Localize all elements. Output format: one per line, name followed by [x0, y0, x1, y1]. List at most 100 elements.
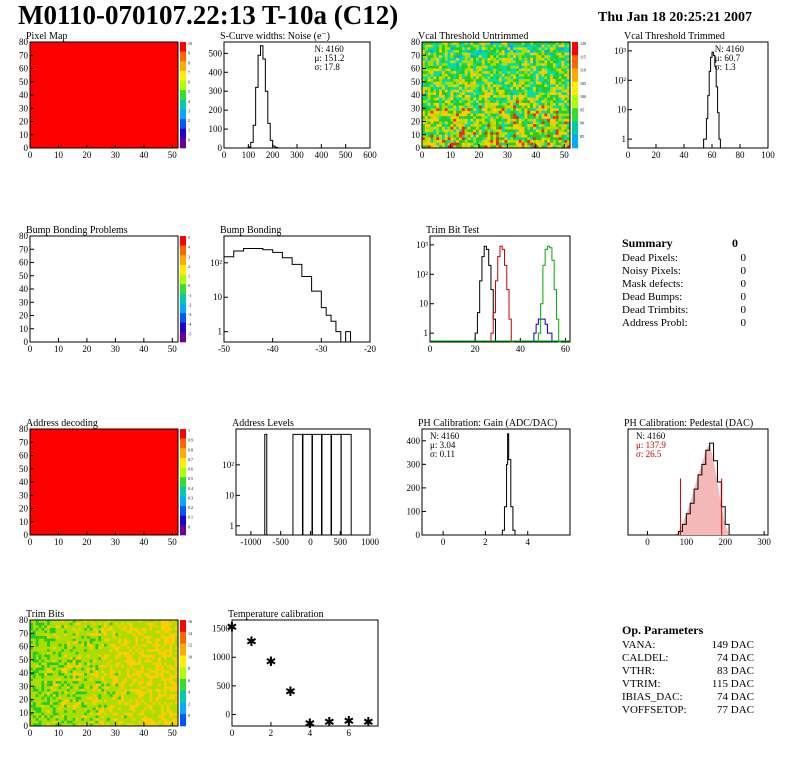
heatmap-cell — [49, 630, 54, 634]
heatmap-cell — [544, 57, 548, 61]
heatmap-cell — [439, 124, 443, 128]
heatmap-cell — [129, 641, 133, 645]
heatmap-cell — [498, 49, 502, 53]
heatmap-cell — [453, 42, 457, 45]
heatmap-cell — [175, 691, 179, 695]
heatmap-cell — [518, 97, 522, 101]
heatmap-cell — [550, 97, 554, 101]
heatmap-cell — [481, 79, 485, 83]
heatmap-cell — [558, 55, 562, 59]
stats-line: σ: 1.3 — [715, 62, 736, 72]
heatmap-cell — [555, 65, 559, 69]
heatmap-cell — [481, 97, 485, 101]
heatmap-cell — [75, 683, 79, 687]
heatmap-cell — [169, 620, 173, 623]
heatmap-cell — [149, 718, 153, 721]
heatmap-cell — [555, 140, 559, 143]
heatmap-cell — [141, 649, 145, 653]
heatmap-cell — [473, 132, 477, 136]
palette-label: 4 — [188, 690, 190, 695]
heatmap-cell — [558, 63, 562, 67]
heatmap-cell — [149, 715, 153, 719]
heatmap-cell — [172, 630, 176, 634]
heatmap-cell — [135, 641, 139, 645]
heatmap-cell — [496, 89, 500, 93]
heatmap-cell — [447, 132, 451, 136]
heatmap-cell — [41, 627, 45, 631]
heatmap-cell — [496, 65, 500, 69]
heatmap-cell — [98, 622, 102, 626]
heatmap-cell — [92, 715, 96, 719]
heatmap-cell — [55, 641, 59, 645]
heatmap-cell — [52, 691, 56, 695]
heatmap-cell — [129, 718, 133, 721]
heatmap-cell — [67, 696, 71, 700]
heatmap-cell — [98, 620, 102, 623]
heatmap-cell — [95, 633, 99, 637]
heatmap-cell — [561, 68, 565, 72]
heatmap-cell — [467, 55, 471, 59]
heatmap-cell — [141, 699, 145, 703]
heatmap-cell — [496, 57, 500, 61]
heatmap-cell — [518, 129, 522, 133]
heatmap-cell — [473, 47, 477, 51]
heatmap-cell — [427, 68, 431, 72]
heatmap-cell — [58, 696, 62, 700]
heatmap-cell — [524, 140, 528, 143]
heatmap-cell — [44, 688, 48, 692]
heatmap-cell — [439, 60, 443, 64]
heatmap-cell — [453, 134, 457, 138]
heatmap-cell — [35, 678, 39, 682]
heatmap-cell — [487, 79, 491, 83]
heatmap-cell — [95, 673, 99, 676]
heatmap-cell — [118, 673, 122, 676]
heatmap-cell — [450, 92, 454, 96]
heatmap-cell — [118, 641, 122, 645]
heatmap-cell — [490, 113, 494, 117]
heatmap-cell — [163, 683, 167, 687]
heatmap-cell — [552, 108, 557, 112]
heatmap-cell — [175, 633, 179, 637]
heatmap-cell — [109, 710, 113, 714]
palette-label: 0.6 — [188, 467, 193, 472]
pedestal-fill — [674, 443, 730, 535]
heatmap-cell — [132, 688, 136, 692]
heatmap-cell — [132, 723, 136, 727]
heatmap-cell — [436, 121, 440, 125]
heatmap-cell — [47, 675, 51, 679]
heatmap-cell — [55, 707, 59, 711]
heatmap-cell — [78, 627, 82, 631]
heatmap-cell — [461, 89, 465, 93]
heatmap-cell — [484, 137, 488, 141]
heatmap-cell — [496, 137, 500, 141]
heatmap-cell — [126, 694, 130, 698]
heatmap-cell — [470, 92, 474, 96]
heatmap-cell — [476, 116, 480, 120]
chart-title: Trim Bit Test — [426, 225, 479, 236]
heatmap-cell — [544, 84, 548, 88]
heatmap-cell — [441, 44, 446, 48]
heatmap-cell — [55, 627, 59, 631]
heatmap-cell — [552, 84, 557, 88]
heatmap-cell — [459, 134, 463, 138]
heatmap-cell — [158, 680, 162, 684]
heatmap-cell — [427, 76, 431, 80]
heatmap-cell — [129, 657, 133, 661]
heatmap-cell — [118, 723, 122, 727]
heatmap-cell — [427, 118, 431, 122]
heatmap-cell — [135, 665, 139, 668]
heatmap-cell — [476, 97, 480, 101]
heatmap-cell — [424, 55, 428, 59]
heatmap-cell — [163, 667, 167, 671]
heatmap-cell — [101, 620, 105, 623]
palette-swatch — [572, 55, 578, 69]
heatmap-cell — [172, 696, 176, 700]
heatmap-cell — [476, 65, 480, 69]
heatmap-cell — [155, 662, 159, 666]
heatmap-cell — [484, 44, 488, 48]
heatmap-cell — [95, 699, 99, 703]
heatmap-cell — [160, 665, 165, 668]
heatmap-cell — [444, 145, 448, 149]
heatmap-cell — [481, 76, 485, 80]
